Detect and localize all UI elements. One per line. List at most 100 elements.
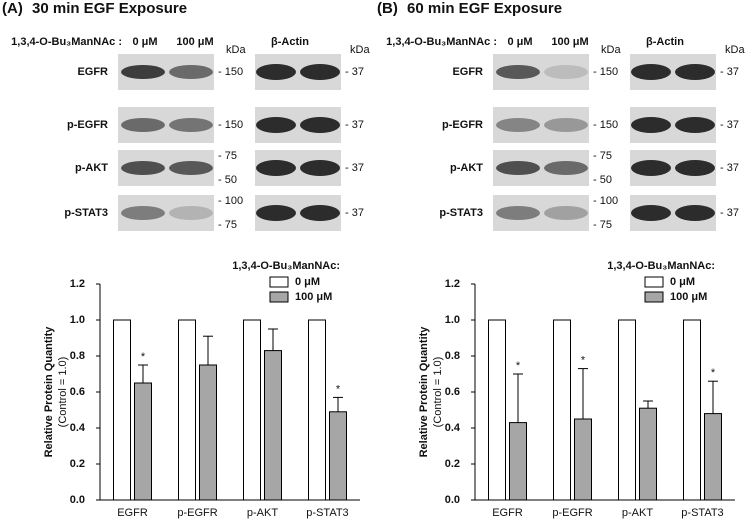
lane-label: 0 μM (507, 36, 532, 48)
band (169, 118, 213, 132)
bar (134, 382, 152, 501)
y-tick-label: 0.2 (70, 458, 85, 470)
legend-label: 0 μM (670, 276, 695, 288)
band (496, 206, 540, 220)
kda-marker: - 75 (218, 150, 237, 162)
band (169, 65, 213, 79)
band (544, 118, 588, 132)
x-tick-label: p-AKT (247, 507, 278, 519)
band (631, 205, 671, 221)
kda-marker: - 37 (720, 207, 739, 219)
significance-marker: * (581, 355, 586, 367)
kda-label: kDa (725, 44, 745, 56)
legend-swatch (644, 276, 664, 288)
y-tick-label: 0.8 (70, 350, 85, 362)
kda-marker: - 37 (720, 162, 739, 174)
band (496, 65, 540, 79)
kda-marker: - 100 (218, 195, 243, 207)
band (675, 117, 715, 133)
row-label: p-STAT3 (439, 207, 483, 219)
y-axis-label: Relative Protein Quantity (43, 326, 55, 458)
error-bar (268, 328, 278, 351)
kda-marker: - 50 (218, 174, 237, 186)
kda-marker: - 37 (720, 66, 739, 78)
lane-label: 100 μM (176, 36, 213, 48)
legend-title: 1,3,4-O-Bu₃ManNAc: (232, 260, 340, 272)
bar (199, 364, 217, 501)
error-bar (643, 400, 653, 409)
panel-title: 60 min EGF Exposure (407, 0, 562, 17)
error-bar (333, 396, 343, 412)
bar (618, 319, 636, 501)
row-label: EGFR (77, 66, 108, 78)
bar (488, 319, 506, 501)
band (544, 206, 588, 220)
actin-label: β-Actin (646, 36, 684, 48)
bar (243, 319, 261, 501)
kda-marker: - 37 (345, 207, 364, 219)
y-tick-label: 0.6 (70, 386, 85, 398)
kda-marker: - 75 (218, 219, 237, 231)
bar (704, 413, 722, 501)
kda-marker: - 50 (593, 174, 612, 186)
x-tick-label: p-AKT (622, 507, 653, 519)
x-tick-label: p-EGFR (177, 507, 217, 519)
band (121, 161, 165, 175)
bar (574, 418, 592, 501)
x-tick-label: p-STAT3 (306, 507, 348, 519)
row-label: p-EGFR (67, 119, 108, 131)
kda-marker: - 37 (345, 119, 364, 131)
y-axis-label: Relative Protein Quantity (418, 326, 430, 458)
y-axis-label: (Control = 1.0) (432, 357, 444, 428)
kda-marker: - 150 (218, 66, 243, 78)
y-tick-label: 1.2 (70, 278, 85, 290)
kda-marker: - 75 (593, 219, 612, 231)
kda-label: kDa (350, 44, 370, 56)
legend-swatch (269, 291, 289, 303)
band (300, 64, 340, 80)
blot (493, 107, 589, 143)
band (544, 161, 588, 175)
kda-marker: - 150 (593, 119, 618, 131)
x-tick-label: EGFR (492, 507, 523, 519)
bar (178, 319, 196, 501)
band (496, 118, 540, 132)
legend-swatch (644, 291, 664, 303)
y-tick-label: 1.2 (445, 278, 460, 290)
row-label: p-STAT3 (64, 207, 108, 219)
bar-chart: 0.0 0.2 0.4 0.6 0.8 1.0 1.2 Relative Protein Qu… (418, 260, 735, 519)
row-label: p-AKT (450, 162, 483, 174)
treatment-label: 1,3,4-O-Bu₃ManNAc : (386, 36, 497, 48)
y-tick-label: 0.4 (70, 422, 86, 434)
legend-swatch (269, 276, 289, 288)
treatment-label: 1,3,4-O-Bu₃ManNAc : (11, 36, 122, 48)
band (631, 160, 671, 176)
error-bar (513, 373, 523, 423)
x-tick-label: p-STAT3 (681, 507, 723, 519)
significance-marker: * (336, 383, 341, 395)
band (300, 205, 340, 221)
band (675, 160, 715, 176)
error-bar (203, 335, 213, 365)
band (121, 65, 165, 79)
panel-letter: (A) (2, 0, 23, 17)
kda-label: kDa (226, 44, 246, 56)
band (300, 160, 340, 176)
y-tick-label: 0.8 (445, 350, 460, 362)
error-bar (578, 368, 588, 419)
actin-label: β-Actin (271, 36, 309, 48)
lane-label: 0 μM (132, 36, 157, 48)
y-tick-label: 0.0 (445, 494, 460, 506)
panel-letter: (B) (377, 0, 398, 17)
bar (683, 319, 701, 501)
kda-marker: - 75 (593, 150, 612, 162)
y-tick-label: 1.0 (445, 314, 460, 326)
y-tick-label: 0.0 (70, 494, 85, 506)
band (121, 118, 165, 132)
band (675, 205, 715, 221)
kda-marker: - 150 (593, 66, 618, 78)
band (256, 117, 296, 133)
kda-label: kDa (601, 44, 621, 56)
kda-marker: - 150 (218, 119, 243, 131)
